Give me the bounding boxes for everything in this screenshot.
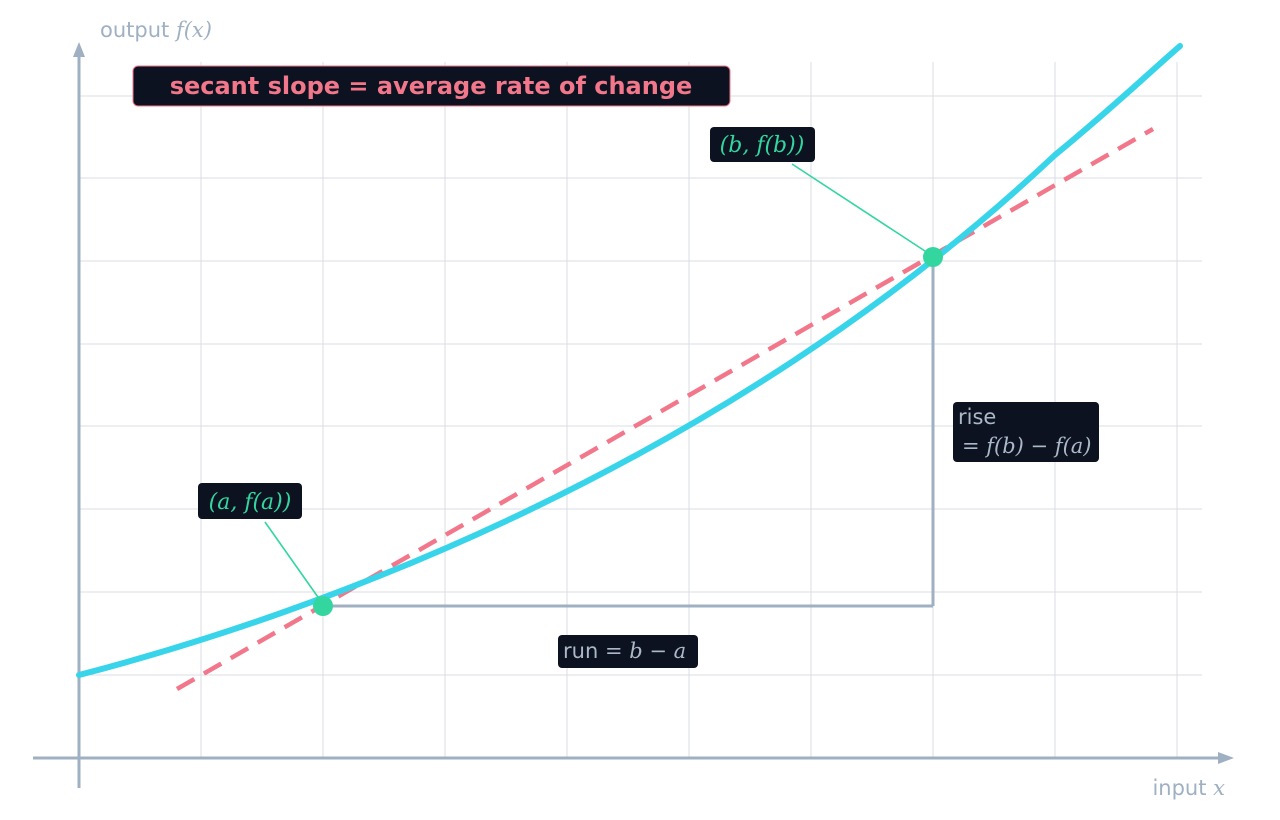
title: secant slope = average rate of change xyxy=(170,72,693,100)
point-b xyxy=(923,247,943,267)
y-axis-label: output f(x) xyxy=(100,18,212,42)
point-a-label: (a, f(a)) xyxy=(198,483,302,519)
x-axis-arrow-icon xyxy=(1218,752,1234,764)
axes xyxy=(33,42,1234,788)
rise-word: rise xyxy=(958,405,996,429)
run-text: run = b − a xyxy=(563,639,686,663)
title-background xyxy=(132,65,731,107)
function-curve xyxy=(76,43,1183,678)
rise-label: rise = f(b) − f(a) xyxy=(953,402,1099,462)
leader-line-b xyxy=(791,163,929,254)
point-b-label-text: (b, f(b)) xyxy=(720,133,805,158)
y-axis-arrow-icon xyxy=(73,42,85,57)
rise-run-guides xyxy=(323,257,935,608)
point-b-label: (b, f(b)) xyxy=(710,127,815,162)
rise-label-background xyxy=(953,402,1099,462)
title-box: secant slope = average rate of change xyxy=(132,65,731,107)
leader-line-a xyxy=(264,521,321,601)
run-label-background xyxy=(558,635,698,668)
rise-formula: = f(b) − f(a) xyxy=(962,434,1092,458)
secant-line xyxy=(175,127,1155,691)
run-label: run = b − a xyxy=(558,635,698,668)
x-axis-label: input x xyxy=(1152,776,1225,800)
point-b-label-background xyxy=(710,127,815,162)
point-a-label-background xyxy=(198,483,302,519)
point-a-label-text: (a, f(a)) xyxy=(209,490,292,515)
point-a xyxy=(313,596,333,616)
